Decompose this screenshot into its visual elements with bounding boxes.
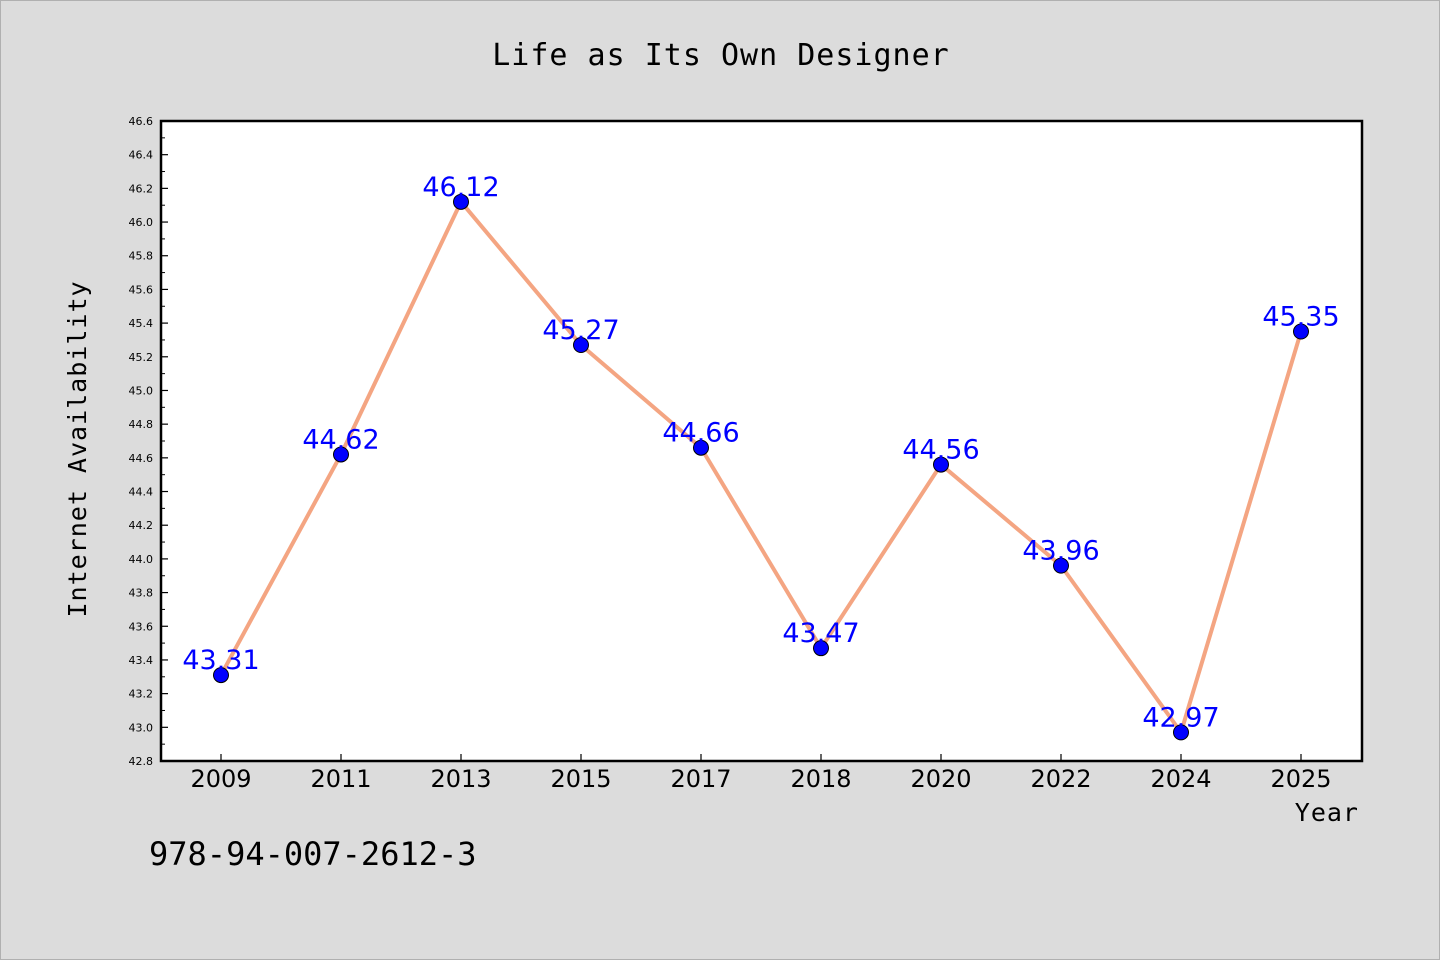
data-point <box>1173 724 1189 741</box>
data-point <box>453 193 469 210</box>
data-label: 45.27 <box>542 315 619 346</box>
y-tick-label: 45.2 <box>129 351 154 364</box>
y-tick-label: 43.6 <box>129 620 154 633</box>
y-tick-label: 46.0 <box>129 216 154 229</box>
y-tick-label: 45.4 <box>129 317 154 330</box>
data-point <box>333 446 349 463</box>
y-tick-label: 43.4 <box>129 654 154 667</box>
y-tick-label: 45.6 <box>129 283 154 296</box>
y-tick-label: 43.8 <box>129 587 154 600</box>
chart-title: Life as Its Own Designer <box>492 38 949 73</box>
x-tick-label: 2013 <box>430 765 491 793</box>
isbn-label: 978-94-007-2612-3 <box>149 835 477 873</box>
data-label: 42.97 <box>1142 702 1219 733</box>
series-line <box>219 199 1303 735</box>
y-tick-label: 43.0 <box>129 721 154 734</box>
y-tick-label: 46.2 <box>129 182 154 195</box>
data-label: 43.31 <box>182 645 259 676</box>
x-axis: 2009 2011 2013 2015 2017 2018 2020 2022 2024 2025 <box>190 754 1332 793</box>
x-tick-label: 2020 <box>910 765 971 793</box>
x-tick-label: 2022 <box>1030 765 1091 793</box>
y-tick-label: 44.8 <box>129 418 154 431</box>
data-label: 45.35 <box>1262 302 1339 333</box>
x-tick-label: 2017 <box>670 765 731 793</box>
x-tick-label: 2015 <box>550 765 611 793</box>
data-point <box>933 456 949 473</box>
data-label: 43.47 <box>782 618 859 649</box>
data-point <box>813 640 829 657</box>
y-axis-label: Internet Availability <box>63 280 92 617</box>
y-tick-label: 44.2 <box>129 519 154 532</box>
data-point <box>573 337 589 353</box>
y-tick-label: 42.8 <box>129 755 154 768</box>
x-tick-label: 2024 <box>1150 765 1211 793</box>
plot-area <box>159 119 1364 763</box>
x-tick-label: 2009 <box>190 765 251 793</box>
x-axis-label: Year <box>1295 798 1359 827</box>
data-label: 44.66 <box>662 418 739 449</box>
y-tick-label: 45.8 <box>129 250 154 263</box>
x-tick-label: 2011 <box>310 765 371 793</box>
data-point <box>213 667 229 684</box>
data-label: 43.96 <box>1022 536 1099 567</box>
x-tick-label: 2018 <box>790 765 851 793</box>
y-axis: 42.8 43.0 43.2 43.4 43.6 43.8 44.0 44.2 44.4 44.6… <box>129 115 168 768</box>
data-point <box>1053 557 1069 574</box>
y-tick-label: 46.6 <box>129 115 154 128</box>
data-point <box>693 439 709 456</box>
data-label: 44.56 <box>902 435 979 466</box>
y-tick-label: 44.0 <box>129 553 154 566</box>
y-tick-label: 44.6 <box>129 452 154 465</box>
data-point <box>1293 323 1309 340</box>
y-tick-label: 46.4 <box>129 149 154 162</box>
x-tick-label: 2025 <box>1270 765 1331 793</box>
series-layer: 43.31 44.62 46.12 45.27 44.66 43.47 44.56 43.96… <box>182 172 1340 741</box>
y-tick-label: 45.0 <box>129 384 154 397</box>
y-tick-label: 43.2 <box>129 688 154 701</box>
data-label: 44.62 <box>302 424 379 455</box>
data-label: 46.12 <box>422 172 499 203</box>
y-tick-label: 44.4 <box>129 486 154 499</box>
